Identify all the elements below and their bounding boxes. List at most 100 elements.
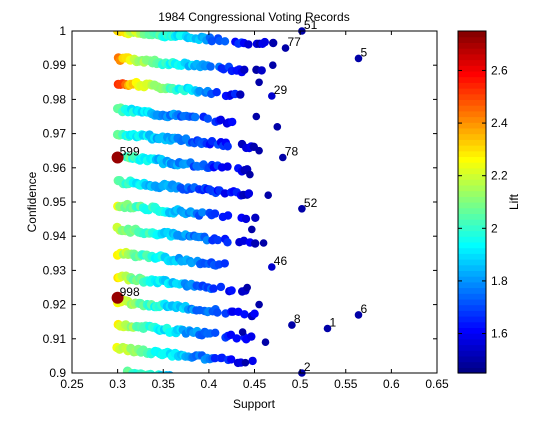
point-label: 78 (285, 145, 299, 159)
x-tick-label: 0.55 (334, 377, 358, 391)
point-label: 5 (361, 45, 368, 59)
data-point (211, 328, 220, 337)
y-tick-label: 0.96 (43, 161, 67, 175)
data-point (236, 90, 245, 99)
colorbar-segment (458, 127, 486, 135)
colorbar-segment (458, 241, 486, 249)
colorbar-segment (458, 36, 486, 43)
data-point (220, 259, 229, 268)
colorbar-segment (458, 65, 486, 72)
colorbar-segment (458, 304, 486, 311)
data-point (223, 238, 232, 247)
x-tick-label: 0.5 (292, 377, 309, 391)
colorbar-segment (458, 259, 486, 266)
data-point (244, 189, 254, 198)
y-tick-label: 1 (59, 24, 66, 38)
labeled-point (268, 92, 276, 100)
colorbar-segment (458, 88, 486, 95)
points-layer (112, 31, 282, 373)
colorbar-label: Lift (507, 193, 521, 210)
labeled-point (111, 291, 124, 304)
data-point (241, 214, 251, 224)
y-tick-label: 0.94 (43, 229, 67, 243)
y-tick-label: 0.99 (43, 58, 67, 72)
colorbar-segment (458, 99, 486, 106)
labeled-point (279, 153, 287, 162)
data-point (210, 354, 220, 363)
colorbar-segment (458, 321, 486, 328)
x-tick-label: 0.3 (109, 377, 126, 391)
colorbar-segment (458, 213, 486, 220)
data-point (250, 309, 259, 318)
data-point (243, 283, 251, 292)
data-point (232, 334, 241, 343)
data-point (269, 61, 277, 69)
labeled-point (268, 263, 276, 271)
data-point (255, 78, 263, 87)
colorbar-segment (458, 122, 486, 129)
colorbar-segment (458, 219, 486, 226)
colorbar (458, 31, 486, 374)
colorbar-segment (458, 350, 486, 357)
point-label: 77 (288, 35, 302, 49)
colorbar-segment (458, 139, 486, 146)
data-point (227, 355, 236, 364)
colorbar-segment (458, 179, 486, 186)
colorbar-segment (458, 281, 486, 289)
data-point (191, 112, 200, 122)
data-point (248, 356, 257, 366)
data-point (207, 37, 216, 46)
y-axis-label: Confidence (25, 171, 39, 232)
colorbar-segment (458, 82, 486, 89)
colorbar-segment (458, 196, 486, 203)
labeled-point (281, 44, 290, 52)
labeled-point (288, 321, 296, 329)
point-label: 52 (304, 196, 318, 210)
colorbar-tick-label: 2.6 (491, 63, 508, 77)
data-point (248, 225, 256, 234)
labeled-point (323, 324, 332, 333)
colorbar-segment (458, 110, 486, 118)
colorbar-tick-label: 2 (491, 221, 498, 235)
colorbar-segment (458, 224, 486, 232)
point-label: 1 (330, 316, 337, 330)
data-point (259, 239, 268, 247)
colorbar-segment (458, 333, 486, 340)
data-point (252, 112, 261, 121)
data-point (228, 117, 237, 127)
data-point (255, 300, 263, 309)
colorbar-tick-label: 2.4 (491, 116, 508, 130)
colorbar-segment (458, 316, 486, 323)
colorbar-ticks: 1.6 1.8 2 2.2 2.4 2.6 (458, 63, 508, 341)
point-label: 6 (361, 302, 368, 316)
x-axis-label: Support (233, 397, 276, 411)
colorbar-segment (458, 70, 486, 78)
x-tick-label: 0.25 (60, 377, 84, 391)
colorbar-segment (458, 105, 486, 112)
labeled-point (354, 54, 363, 63)
colorbar-tick-label: 1.6 (491, 327, 508, 341)
data-point (210, 209, 220, 218)
y-tick-label: 0.95 (43, 195, 67, 209)
colorbar-segment (458, 264, 486, 271)
data-point (273, 123, 282, 131)
data-point (213, 235, 222, 245)
y-tick-label: 0.92 (43, 298, 67, 312)
data-point (223, 142, 232, 151)
labeled-point (298, 205, 306, 213)
point-label: 599 (120, 145, 140, 159)
colorbar-segment (458, 116, 486, 123)
y-axis-ticks: 0.9 0.91 0.92 0.93 0.94 0.95 0.96 0.97 0.98 0.99 1 (43, 24, 437, 380)
data-point (269, 38, 278, 48)
x-tick-label: 0.35 (152, 377, 176, 391)
data-point (198, 208, 207, 217)
y-tick-label: 0.91 (43, 332, 67, 346)
data-point (240, 310, 249, 319)
colorbar-segment (458, 236, 486, 243)
colorbar-segment (458, 287, 486, 294)
data-point (238, 328, 247, 336)
point-label: 2 (304, 360, 311, 374)
data-point (246, 170, 254, 179)
